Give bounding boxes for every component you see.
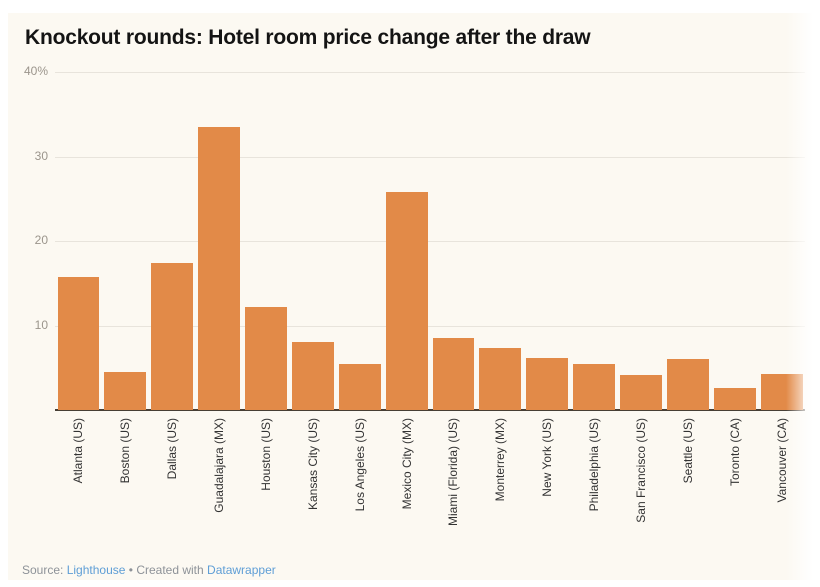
x-axis-label-miami-florida-us: Miami (Florida) (US) (446, 418, 461, 526)
datawrapper-link[interactable]: Datawrapper (207, 563, 276, 577)
bar-guadalajara-mx (198, 126, 240, 410)
x-axis-label-cell: Philadelphia (US) (571, 418, 618, 558)
x-axis-label-atlanta-us: Atlanta (US) (71, 418, 86, 484)
y-axis-tick-label-20: 20 (34, 233, 48, 247)
bar-miami-florida-us (432, 338, 475, 410)
x-axis-label-new-york-us: New York (US) (540, 418, 555, 497)
chart-footer: Source: Lighthouse • Created with Datawr… (22, 563, 276, 577)
x-axis-label-cell: Dallas (US) (149, 418, 196, 558)
x-axis-label-cell: Kansas City (US) (289, 418, 336, 558)
x-axis-label-seattle-us: Seattle (US) (680, 418, 695, 484)
bar-vancouver-ca (760, 373, 803, 410)
y-axis-tick-label-30: 30 (34, 148, 48, 163)
x-axis-label-houston-us: Houston (US) (258, 418, 273, 491)
bar-kansas-city-us (291, 342, 334, 410)
bar-boston-us (104, 371, 147, 410)
x-axis-label-dallas-us: Dallas (US) (165, 418, 180, 480)
x-axis-label-cell: Miami (Florida) (US) (430, 418, 477, 558)
x-axis-baseline (55, 409, 805, 411)
x-axis-label-mexico-city-mx: Mexico City (MX) (399, 418, 414, 510)
x-axis-label-cell: Boston (US) (102, 418, 149, 558)
x-axis-label-toronto-ca: Toronto (CA) (727, 418, 742, 487)
x-axis-label-cell: Mexico City (MX) (383, 418, 430, 558)
page-title: Knockout rounds: Hotel room price change… (25, 26, 591, 49)
bar-seattle-us (666, 359, 709, 410)
bar-houston-us (245, 306, 287, 410)
bar-toronto-ca (713, 388, 756, 410)
x-axis-label-guadalajara-mx: Guadalajara (MX) (212, 418, 227, 513)
x-axis-label-cell: San Francisco (US) (618, 418, 665, 558)
x-axis-label-vancouver-ca: Vancouver (CA) (774, 418, 789, 503)
bar-atlanta-us (57, 277, 100, 410)
x-axis-label-kansas-city-us: Kansas City (US) (305, 418, 320, 511)
x-axis-label-monterrey-mx: Monterrey (MX) (493, 418, 508, 502)
bar-mexico-city-mx (385, 192, 428, 410)
bar-new-york-us (526, 358, 569, 410)
source-link[interactable]: Lighthouse (66, 563, 126, 577)
x-axis-label-boston-us: Boston (US) (118, 418, 133, 484)
y-axis-tick-label-40: 40% (23, 64, 48, 78)
chart-card: Knockout rounds: Hotel room price change… (8, 13, 812, 580)
x-axis-label-cell: Seattle (US) (664, 418, 711, 558)
bar-monterrey-mx (479, 348, 522, 410)
gridline-40 (55, 72, 805, 73)
gridline-20 (55, 241, 805, 242)
gridline-30 (55, 156, 805, 158)
x-axis-label-cell: New York (US) (524, 418, 571, 558)
bar-san-francisco-us (620, 375, 662, 410)
gridline-10 (55, 325, 805, 327)
bar-dallas-us (151, 262, 194, 410)
footer-separator: • (128, 563, 133, 577)
plot-area: 10 20 30 40% Atlanta (US) Boston (US) Dallas (… (24, 64, 805, 526)
x-axis-label-cell: Guadalajara (MX) (196, 418, 243, 558)
x-axis-label-cell: Toronto (CA) (711, 418, 758, 558)
x-axis-label-cell: Vancouver (CA) (758, 418, 805, 558)
x-axis-label-philadelphia-us: Philadelphia (US) (587, 418, 602, 512)
x-axis-label-cell: Los Angeles (US) (336, 418, 383, 558)
x-axis-label-cell: Monterrey (MX) (477, 418, 524, 558)
x-axis-label-cell: Houston (US) (243, 418, 290, 558)
y-axis-tick-label-10: 10 (34, 317, 48, 332)
x-axis-label-cell: Atlanta (US) (55, 418, 102, 558)
bar-philadelphia-us (573, 363, 615, 410)
x-axis-label-san-francisco-us: San Francisco (US) (633, 418, 648, 523)
source-label: Source: (22, 563, 64, 577)
x-axis-label-los-angeles-us: Los Angeles (US) (352, 418, 367, 512)
created-with-label: Created with (136, 563, 204, 577)
bar-los-angeles-us (338, 364, 381, 410)
